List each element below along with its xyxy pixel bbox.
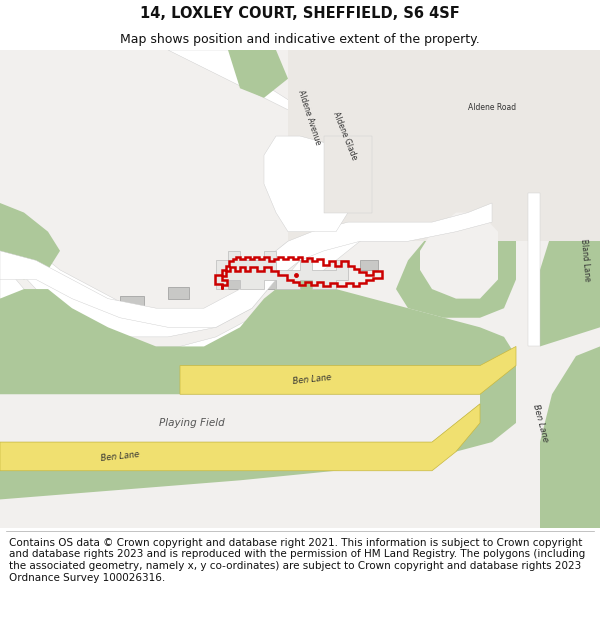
Polygon shape (228, 50, 288, 98)
Bar (480, 141, 510, 155)
Bar (396, 59, 432, 74)
Bar (384, 81, 420, 98)
Polygon shape (540, 194, 600, 346)
Bar (84, 306, 108, 318)
Polygon shape (180, 346, 516, 394)
Bar (528, 81, 570, 98)
Polygon shape (216, 251, 348, 289)
Polygon shape (0, 394, 480, 442)
Text: Ben Lane: Ben Lane (292, 373, 332, 386)
Bar (480, 81, 516, 98)
Bar (252, 275, 276, 289)
Polygon shape (420, 213, 498, 299)
Bar (468, 112, 498, 126)
Bar (492, 59, 534, 74)
Bar (384, 112, 414, 126)
Text: Aldene Avenue: Aldene Avenue (296, 88, 322, 146)
Bar (336, 151, 366, 165)
Text: Bland Lane: Bland Lane (578, 239, 592, 282)
Polygon shape (0, 203, 492, 328)
Polygon shape (396, 194, 516, 318)
Bar (336, 112, 366, 126)
Bar (228, 275, 252, 289)
Polygon shape (324, 136, 372, 212)
Polygon shape (0, 50, 600, 528)
Polygon shape (264, 136, 360, 232)
Text: Playing Field: Playing Field (159, 418, 225, 428)
Polygon shape (0, 50, 504, 356)
Text: 14, LOXLEY COURT, SHEFFIELD, S6 4SF: 14, LOXLEY COURT, SHEFFIELD, S6 4SF (140, 6, 460, 21)
Polygon shape (0, 279, 516, 528)
Polygon shape (540, 346, 600, 528)
Text: Contains OS data © Crown copyright and database right 2021. This information is : Contains OS data © Crown copyright and d… (9, 538, 585, 582)
Bar (426, 141, 456, 155)
Polygon shape (0, 404, 480, 471)
Polygon shape (288, 50, 600, 241)
Bar (336, 179, 366, 194)
Bar (444, 59, 480, 74)
Bar (348, 71, 384, 88)
Bar (426, 112, 456, 126)
Bar (300, 71, 336, 88)
Bar (288, 275, 312, 289)
Bar (432, 81, 468, 98)
Bar (120, 296, 144, 308)
Bar (168, 287, 189, 299)
Bar (510, 112, 546, 126)
Text: Aldene Road: Aldene Road (468, 103, 516, 112)
Bar (552, 165, 588, 184)
Text: Aldene Glade: Aldene Glade (331, 111, 359, 161)
Bar (552, 131, 588, 146)
Text: Map shows position and indicative extent of the property.: Map shows position and indicative extent… (120, 32, 480, 46)
Bar (522, 141, 558, 155)
Bar (384, 141, 414, 155)
Text: Ben Lane: Ben Lane (100, 450, 140, 463)
Bar (360, 261, 378, 270)
Polygon shape (0, 203, 60, 279)
Bar (552, 93, 594, 112)
Text: Ben Lane: Ben Lane (530, 403, 550, 443)
Polygon shape (528, 194, 540, 346)
